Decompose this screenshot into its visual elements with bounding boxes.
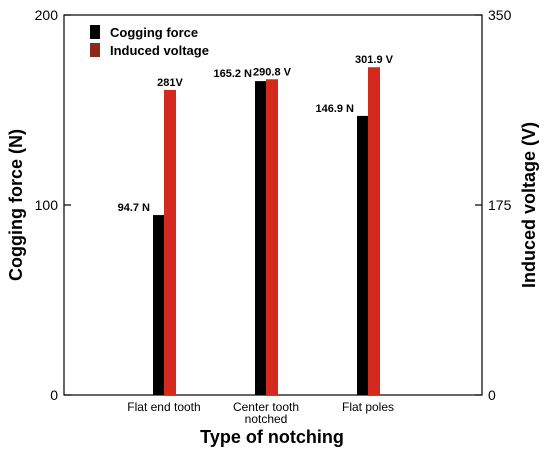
data-label-induced-voltage: 281V — [157, 77, 183, 89]
category-label: Center tooth — [233, 400, 299, 414]
y2-axis-title: Induced voltage (V) — [519, 122, 539, 288]
category-label: Flat end tooth — [127, 400, 200, 414]
left-tick-label: 0 — [50, 387, 58, 403]
bar-induced-voltage — [266, 79, 278, 395]
data-labels: 94.7 N 281V 165.2 N 290.8 V 146.9 N 301.9 V — [118, 54, 394, 214]
data-label-cogging-force: 94.7 N — [118, 202, 150, 214]
legend-label-cogging-force: Cogging force — [110, 25, 198, 40]
right-axis: 0 175 350 — [475, 7, 512, 403]
legend-label-induced-voltage: Induced voltage — [110, 43, 209, 58]
x-axis-title: Type of notching — [200, 427, 344, 447]
bar-cogging-force — [153, 215, 164, 395]
data-label-cogging-force: 146.9 N — [315, 103, 354, 115]
bars — [153, 67, 380, 396]
right-tick-label: 350 — [488, 7, 512, 23]
bar-cogging-force — [255, 81, 266, 396]
legend-swatch-induced-voltage — [90, 43, 100, 57]
data-label-induced-voltage: 290.8 V — [253, 66, 292, 78]
left-tick-label: 200 — [35, 7, 59, 23]
left-tick-label: 100 — [35, 197, 59, 213]
legend-swatch-cogging-force — [90, 25, 100, 39]
right-tick-label: 0 — [488, 387, 496, 403]
legend: Cogging force Induced voltage — [90, 25, 209, 58]
bar-induced-voltage — [368, 67, 380, 396]
category-label: notched — [245, 412, 288, 426]
data-label-induced-voltage: 301.9 V — [355, 54, 394, 66]
left-axis: 0 100 200 — [35, 7, 71, 403]
right-tick-label: 175 — [488, 197, 512, 213]
bar-cogging-force — [357, 115, 368, 395]
data-label-cogging-force: 165.2 N — [213, 68, 252, 80]
bar-induced-voltage — [164, 89, 176, 396]
y-axis-title: Cogging force (N) — [6, 129, 26, 281]
category-label: Flat poles — [342, 400, 394, 414]
